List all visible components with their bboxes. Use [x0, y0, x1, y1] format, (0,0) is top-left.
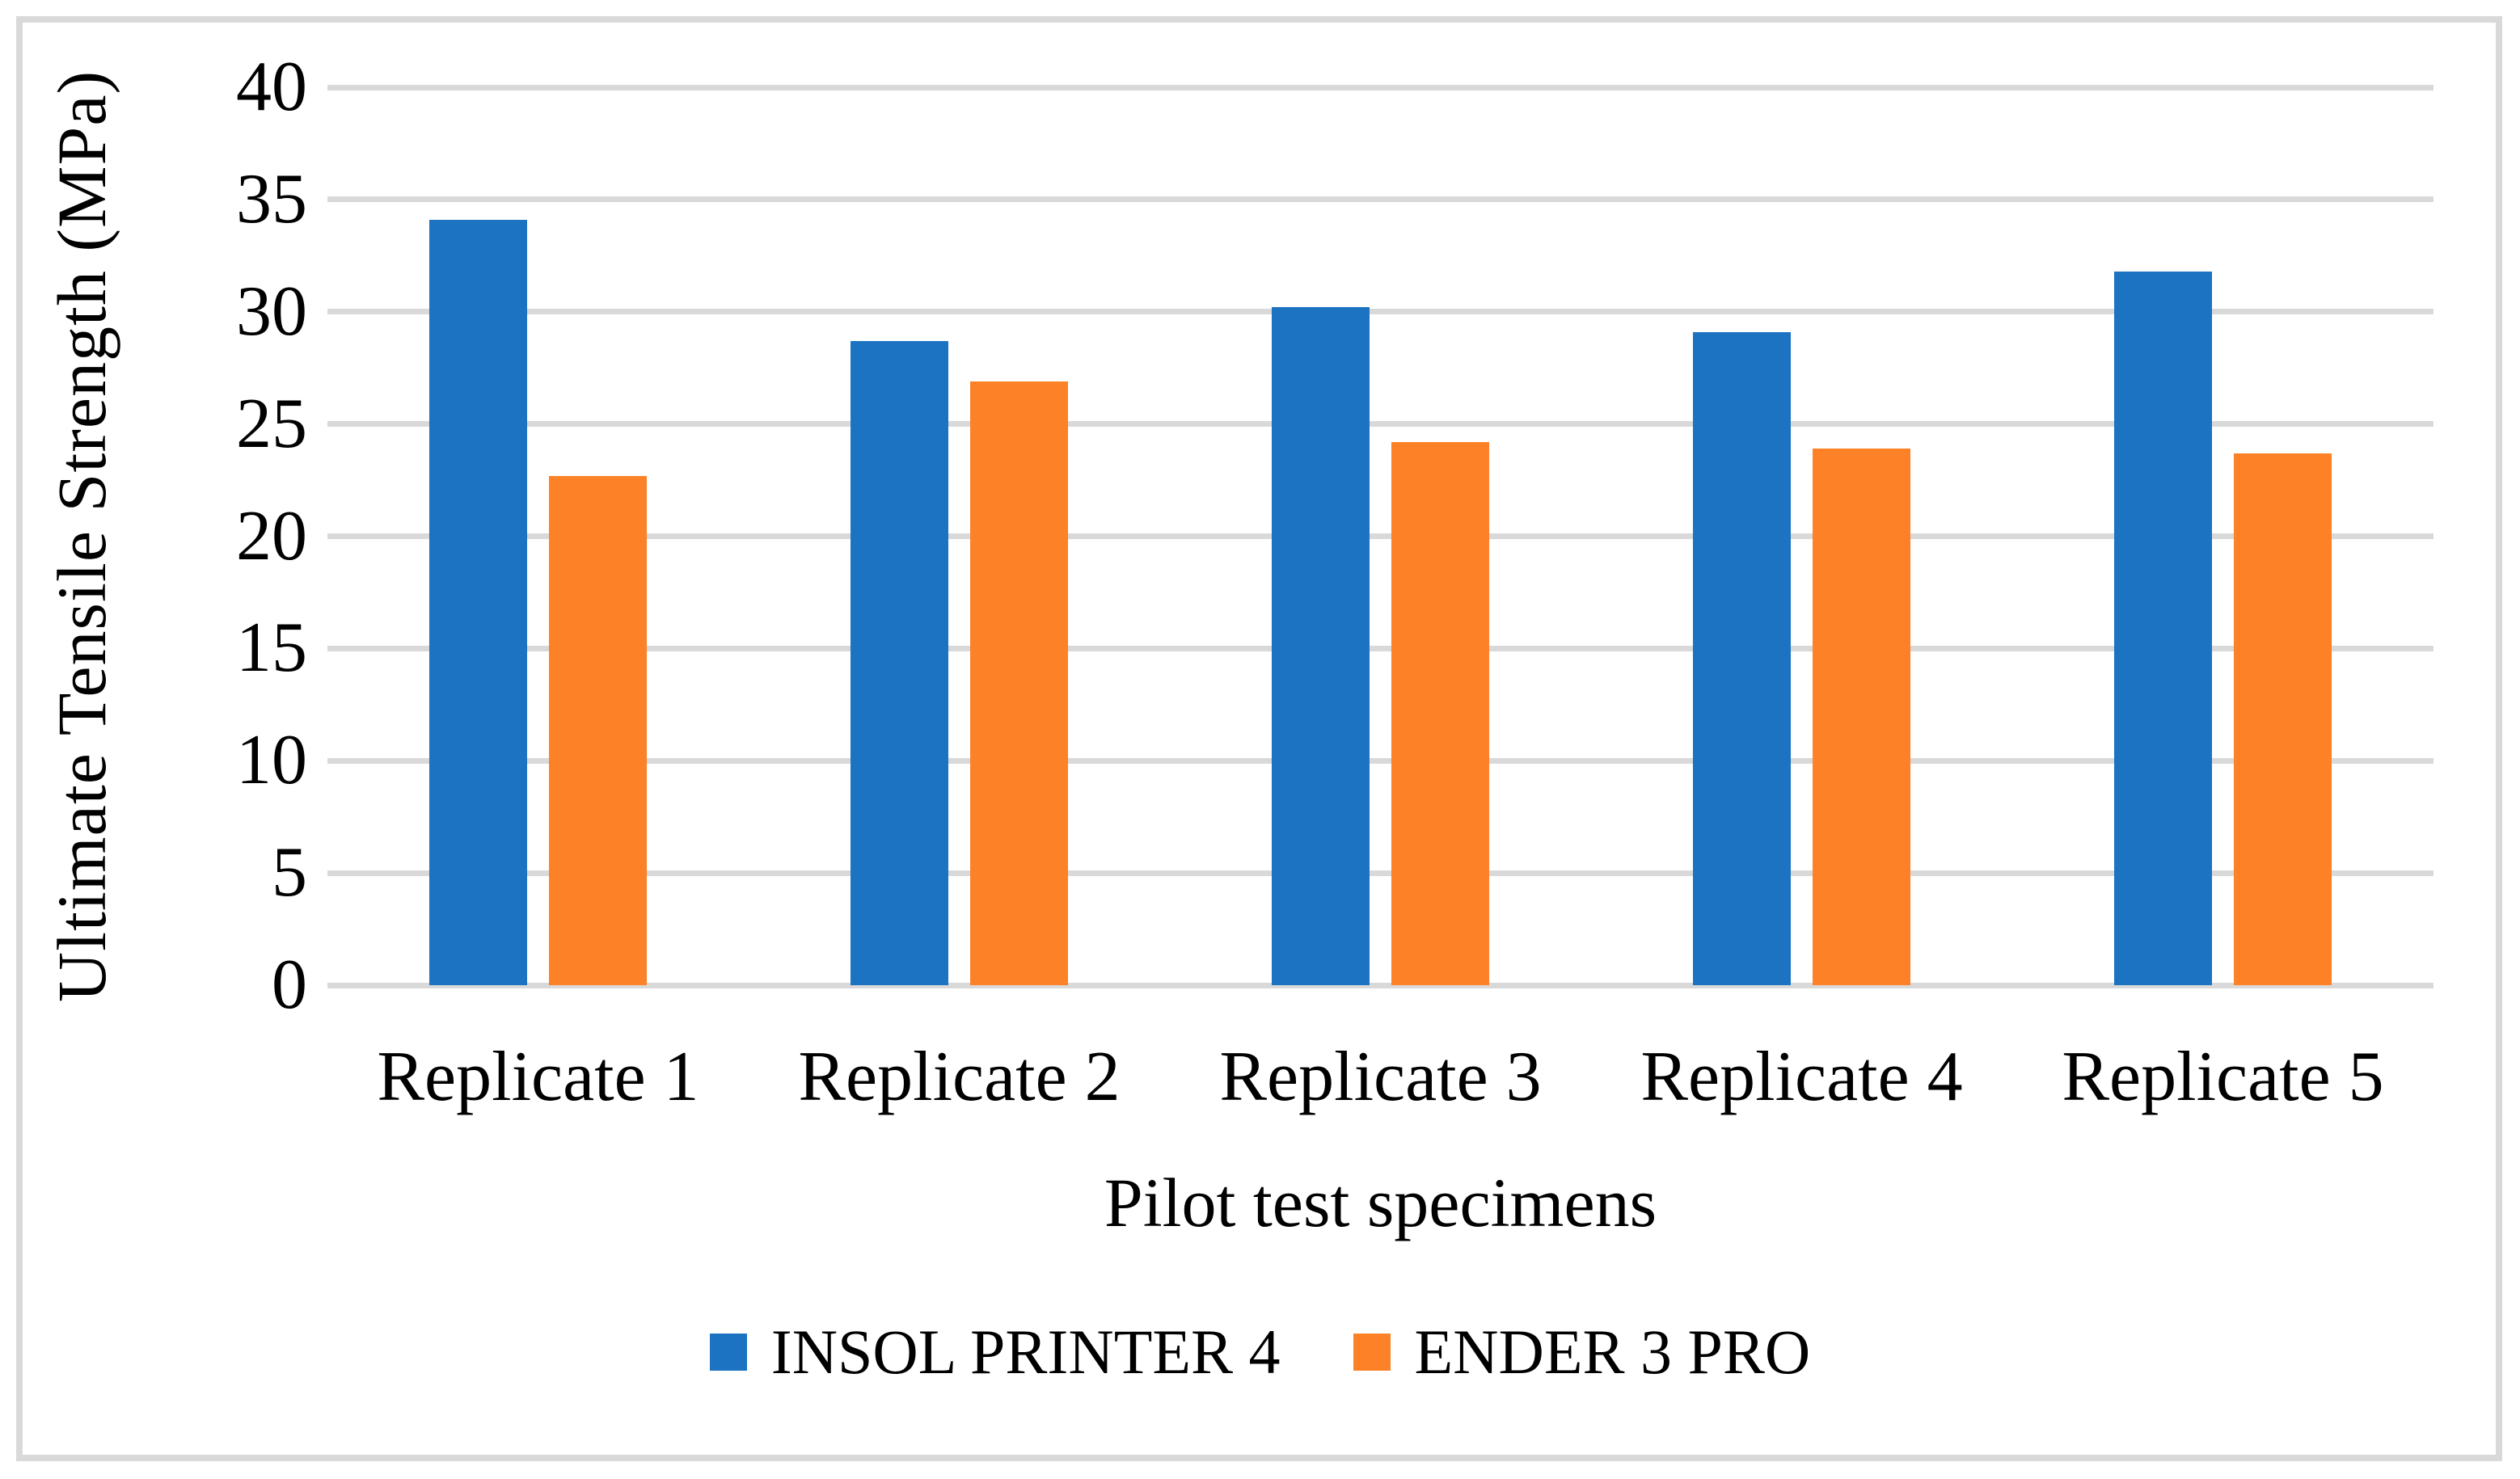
- x-category-label: Replicate 3: [1219, 1038, 1542, 1116]
- y-tick-label: 40: [236, 48, 307, 126]
- bar-series2: [2234, 453, 2332, 985]
- legend-label: ENDER 3 PRO: [1414, 1317, 1811, 1387]
- gridline: [327, 421, 2433, 428]
- gridline: [327, 870, 2433, 876]
- gridline: [327, 757, 2433, 764]
- legend-item: ENDER 3 PRO: [1353, 1316, 1811, 1388]
- bar-series2: [1391, 441, 1489, 985]
- x-category-label: Replicate 4: [1640, 1038, 1963, 1116]
- x-category-label: Replicate 1: [377, 1038, 699, 1116]
- gridline: [327, 309, 2433, 315]
- gridline: [327, 645, 2433, 651]
- bar-series1: [1272, 307, 1370, 985]
- y-tick-label: 5: [272, 833, 307, 912]
- y-tick-label: 20: [236, 496, 307, 575]
- legend: INSOL PRINTER 4 ENDER 3 PRO: [0, 1316, 2520, 1388]
- y-tick-label: 15: [236, 609, 307, 688]
- y-tick-label: 25: [236, 384, 307, 463]
- gridline: [327, 196, 2433, 203]
- bar-series1: [1693, 331, 1791, 985]
- legend-swatch: [1353, 1334, 1391, 1371]
- gridline: [327, 84, 2433, 91]
- legend-swatch: [709, 1334, 747, 1371]
- x-category-label: Replicate 2: [798, 1038, 1121, 1116]
- x-category-label: Replicate 5: [2062, 1038, 2384, 1116]
- legend-label: INSOL PRINTER 4: [770, 1317, 1281, 1387]
- bar-series1: [851, 340, 948, 985]
- bar-series2: [549, 475, 647, 985]
- gridline: [327, 982, 2433, 988]
- y-tick-label: 35: [236, 159, 307, 238]
- y-tick-label: 0: [272, 946, 307, 1024]
- y-tick-label: 10: [236, 721, 307, 800]
- bar-series2: [1813, 449, 1910, 985]
- bar-series1: [429, 219, 527, 985]
- bar-series2: [970, 381, 1068, 985]
- legend-item: INSOL PRINTER 4: [709, 1316, 1281, 1388]
- plot-area: [327, 84, 2433, 988]
- y-tick-label: 30: [236, 272, 307, 351]
- x-axis-title: Pilot test specimens: [1104, 1164, 1657, 1241]
- bar-series1: [2114, 271, 2212, 985]
- gridline: [327, 533, 2433, 539]
